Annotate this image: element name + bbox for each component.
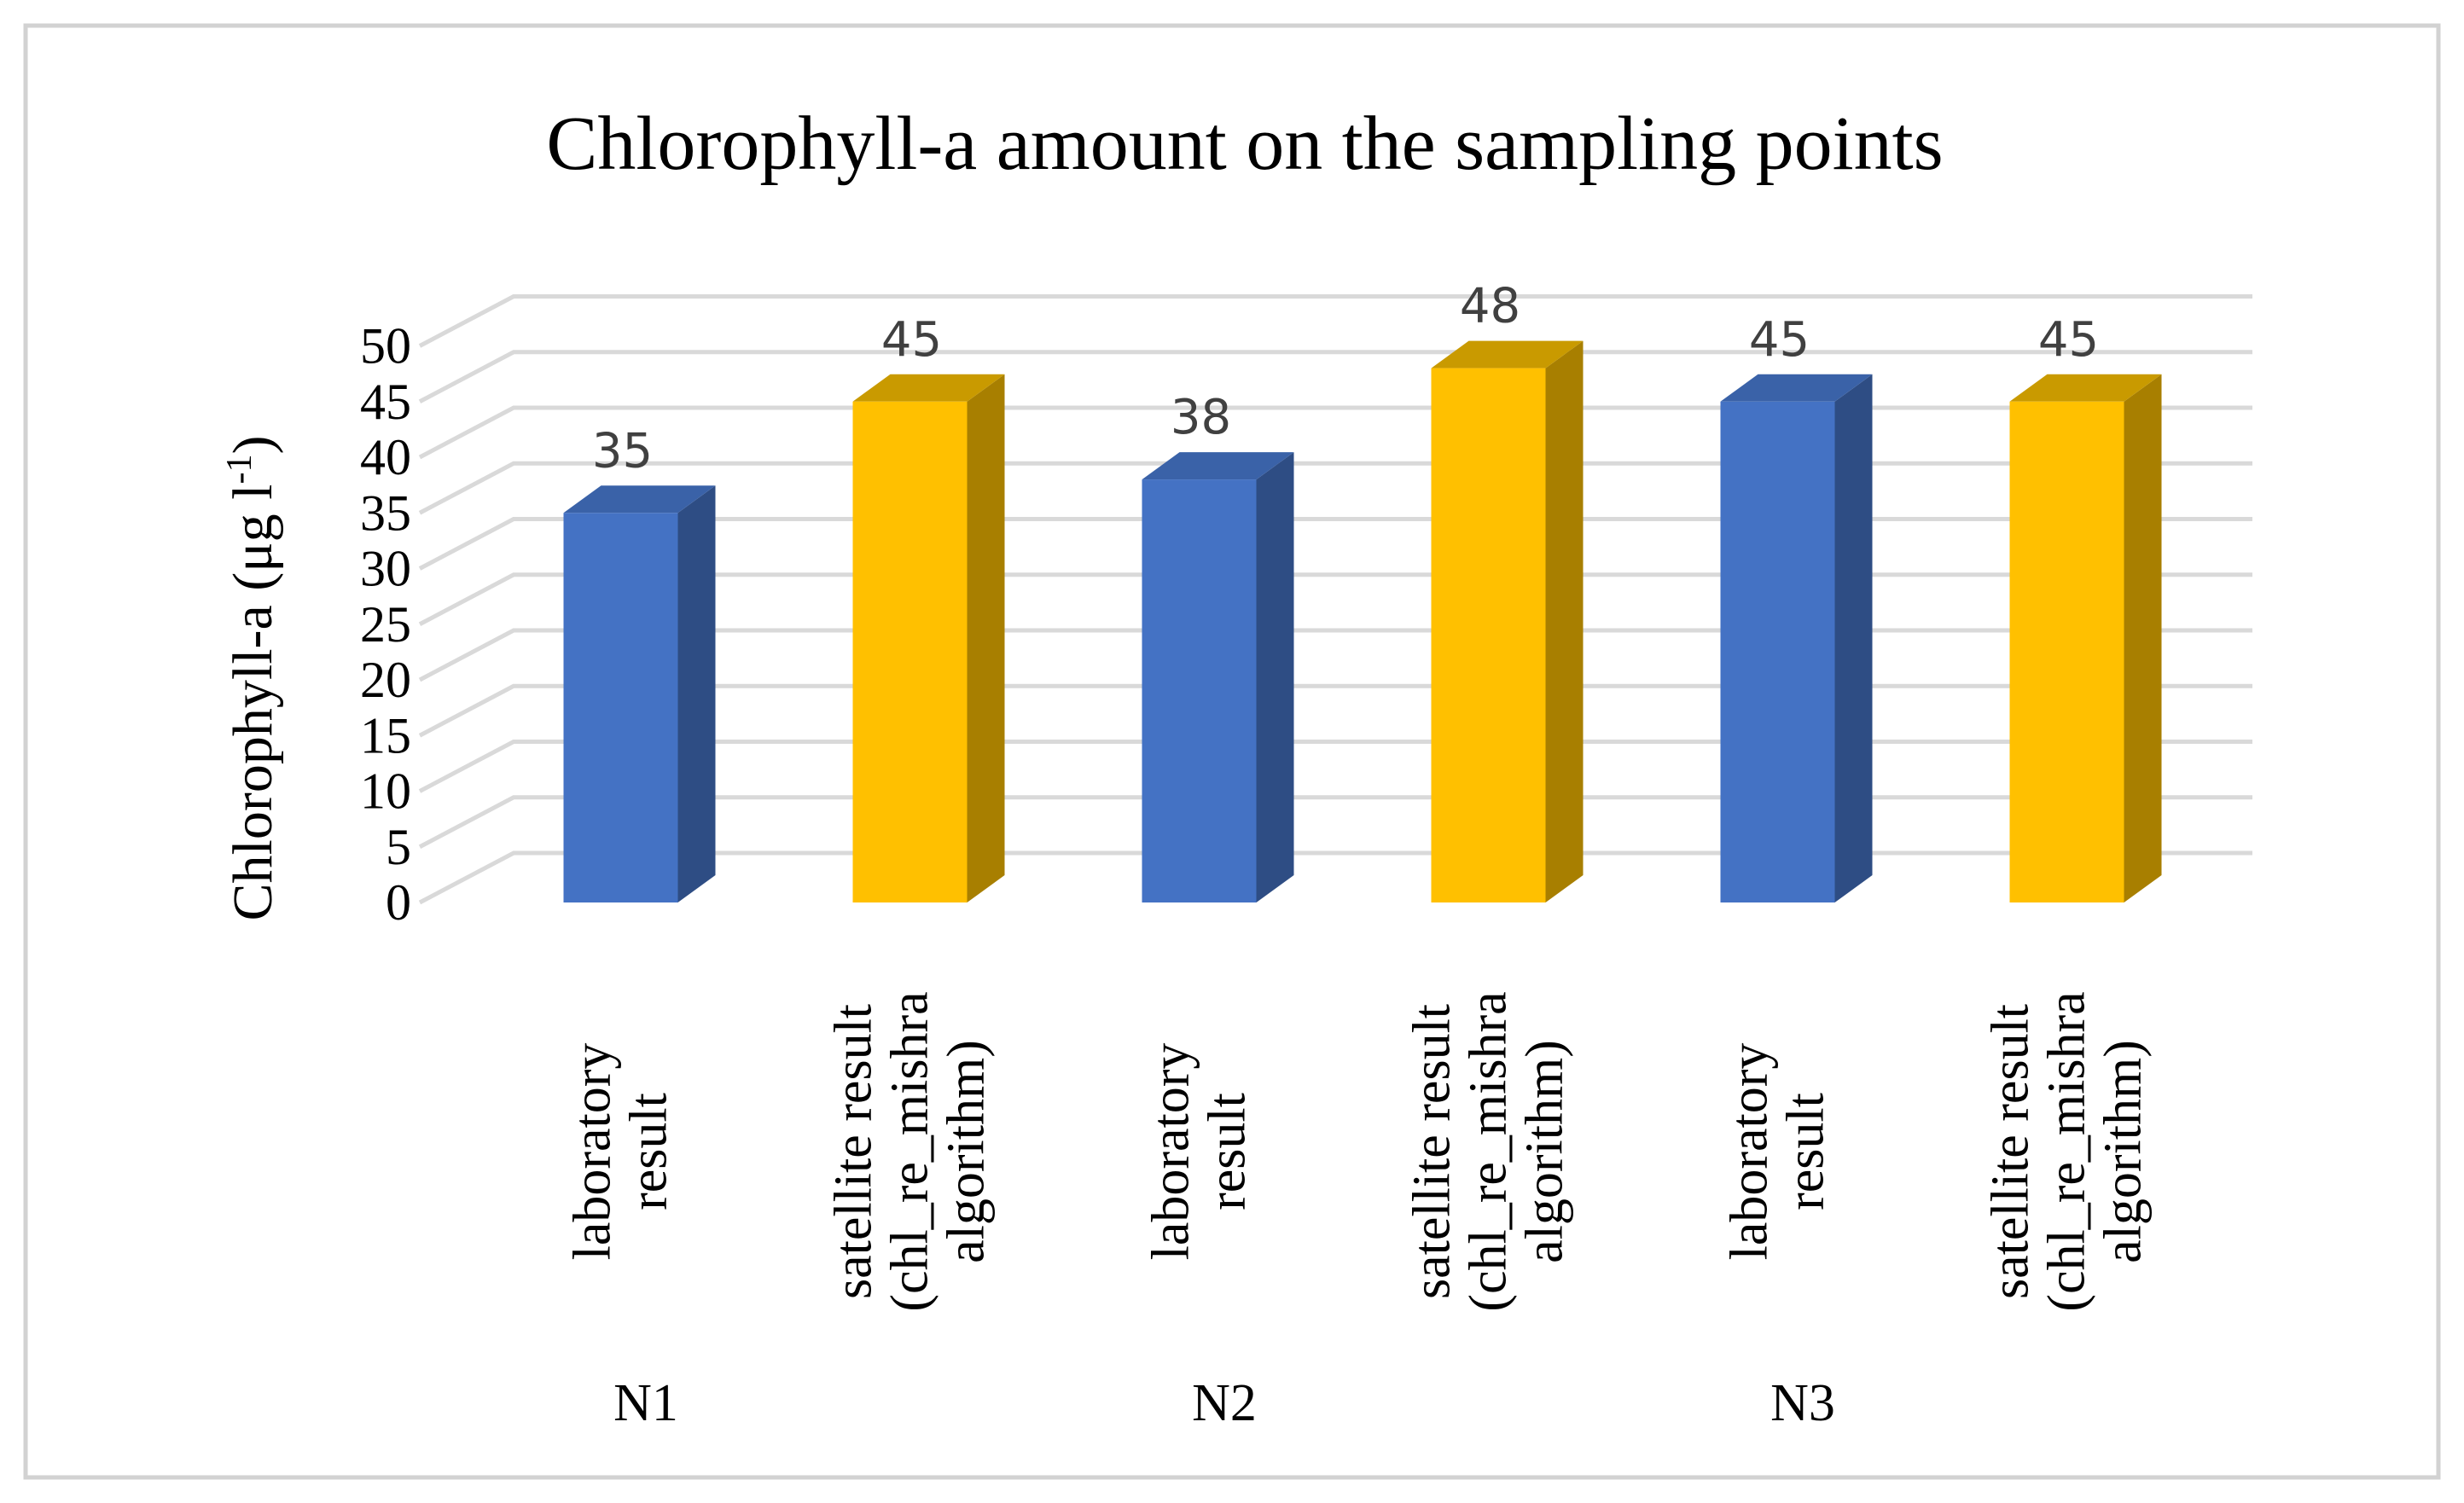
category-label-line: algorithm) xyxy=(2095,1040,2153,1263)
bar-top xyxy=(1142,452,1294,480)
data-label-n2-laboratory: 38 xyxy=(1171,390,1231,445)
y-axis-label-main: Chlorophyll-a (μg l xyxy=(222,485,284,921)
group-label-n1: N1 xyxy=(613,1374,678,1432)
category-label-line: result xyxy=(1199,1093,1257,1210)
category-label-line: laboratory xyxy=(1721,1043,1779,1261)
data-label-n2-satellite: 48 xyxy=(1460,279,1520,334)
bar-top xyxy=(1720,374,1873,402)
data-labels: 35 45 38 48 45 45 xyxy=(592,279,2099,479)
category-label-line: result xyxy=(1777,1093,1835,1210)
gridline-45 xyxy=(418,350,2252,403)
bar-front xyxy=(563,513,678,902)
gridline-15 xyxy=(418,683,2252,738)
gridline-10 xyxy=(418,740,2252,793)
chart-title: Chlorophyll-a amount on the sampling poi… xyxy=(546,102,1943,186)
category-label-line: laboratory xyxy=(564,1043,622,1261)
y-tick-20: 20 xyxy=(360,652,411,708)
category-label-n2-satellite: satellite result(chl_re_mishraalgorithm) xyxy=(1403,991,1574,1311)
bar-front xyxy=(1142,479,1257,902)
bar-side xyxy=(2124,374,2162,902)
bar-side xyxy=(967,374,1005,902)
y-tick-40: 40 xyxy=(360,429,411,485)
group-label-n3: N3 xyxy=(1770,1374,1835,1432)
category-label-n3-laboratory: laboratoryresult xyxy=(1721,1043,1835,1261)
gridlines xyxy=(418,294,2252,905)
y-tick-0: 0 xyxy=(386,874,411,931)
y-tick-5: 5 xyxy=(386,819,411,875)
bar-front xyxy=(852,401,968,902)
data-label-n3-laboratory: 45 xyxy=(1749,312,1810,368)
bar-front xyxy=(1431,368,1546,903)
y-tick-45: 45 xyxy=(360,374,411,430)
y-tick-10: 10 xyxy=(360,763,411,820)
gridline-50 xyxy=(418,294,2252,348)
data-label-n1-satellite: 45 xyxy=(881,312,942,368)
bars xyxy=(563,340,2162,903)
bar-side xyxy=(1834,374,1873,902)
gridline-35 xyxy=(418,461,2252,515)
bar-top xyxy=(563,485,716,514)
data-label-n3-satellite: 45 xyxy=(2038,312,2099,368)
category-label-line: laboratory xyxy=(1142,1043,1200,1261)
category-label-line: algorithm) xyxy=(1516,1040,1574,1263)
gridline-20 xyxy=(418,628,2252,682)
bar-n2-satellite xyxy=(1431,340,1584,903)
category-label-n1-satellite: satellite result(chl_re_mishraalgorithm) xyxy=(825,991,996,1311)
bar-n1-satellite xyxy=(852,374,1005,902)
category-label-line: result xyxy=(620,1093,678,1210)
y-tick-25: 25 xyxy=(360,596,411,653)
gridline-25 xyxy=(418,572,2252,626)
bar-side xyxy=(677,485,716,902)
y-axis-label-sup: -1 xyxy=(220,455,259,485)
bar-front xyxy=(2009,401,2124,902)
y-tick-30: 30 xyxy=(360,541,411,597)
bar-top xyxy=(1431,340,1584,368)
y-axis-label-close: ) xyxy=(222,436,284,455)
bar-side xyxy=(1256,452,1294,902)
gridline-5 xyxy=(418,795,2252,849)
category-label-line: algorithm) xyxy=(938,1040,996,1263)
y-tick-35: 35 xyxy=(360,485,411,541)
gridline-0 xyxy=(418,850,2252,905)
bar-n3-laboratory xyxy=(1720,374,1873,902)
gridline-30 xyxy=(418,517,2252,571)
category-label-line: (chl_re_mishra xyxy=(1460,991,1518,1311)
bar-n1-laboratory xyxy=(563,485,716,902)
category-labels: laboratoryresult satellite result(chl_re_… xyxy=(564,991,2153,1311)
y-axis-label: Chlorophyll-a (μg l-1) xyxy=(220,436,284,921)
y-tick-50: 50 xyxy=(360,318,411,374)
group-labels: N1 N2 N3 xyxy=(613,1374,1835,1432)
y-tick-15: 15 xyxy=(360,707,411,763)
category-label-line: satellite result xyxy=(1982,1004,2040,1299)
gridline-40 xyxy=(418,405,2252,460)
data-label-n1-laboratory: 35 xyxy=(592,423,653,479)
group-label-n2: N2 xyxy=(1192,1374,1257,1432)
category-label-line: (chl_re_mishra xyxy=(2038,991,2096,1311)
category-label-n3-satellite: satellite result(chl_re_mishraalgorithm) xyxy=(1982,991,2153,1311)
bar-n3-satellite xyxy=(2009,374,2162,902)
category-label-n2-laboratory: laboratoryresult xyxy=(1142,1043,1257,1261)
category-label-n1-laboratory: laboratoryresult xyxy=(564,1043,678,1261)
bar-n2-laboratory xyxy=(1142,452,1294,902)
bar-front xyxy=(1720,401,1835,902)
bar-side xyxy=(1545,340,1584,903)
category-label-line: (chl_re_mishra xyxy=(881,991,939,1311)
bar-top xyxy=(2009,374,2162,402)
category-label-line: satellite result xyxy=(825,1004,883,1299)
bar-top xyxy=(852,374,1005,402)
category-label-line: satellite result xyxy=(1403,1004,1462,1299)
